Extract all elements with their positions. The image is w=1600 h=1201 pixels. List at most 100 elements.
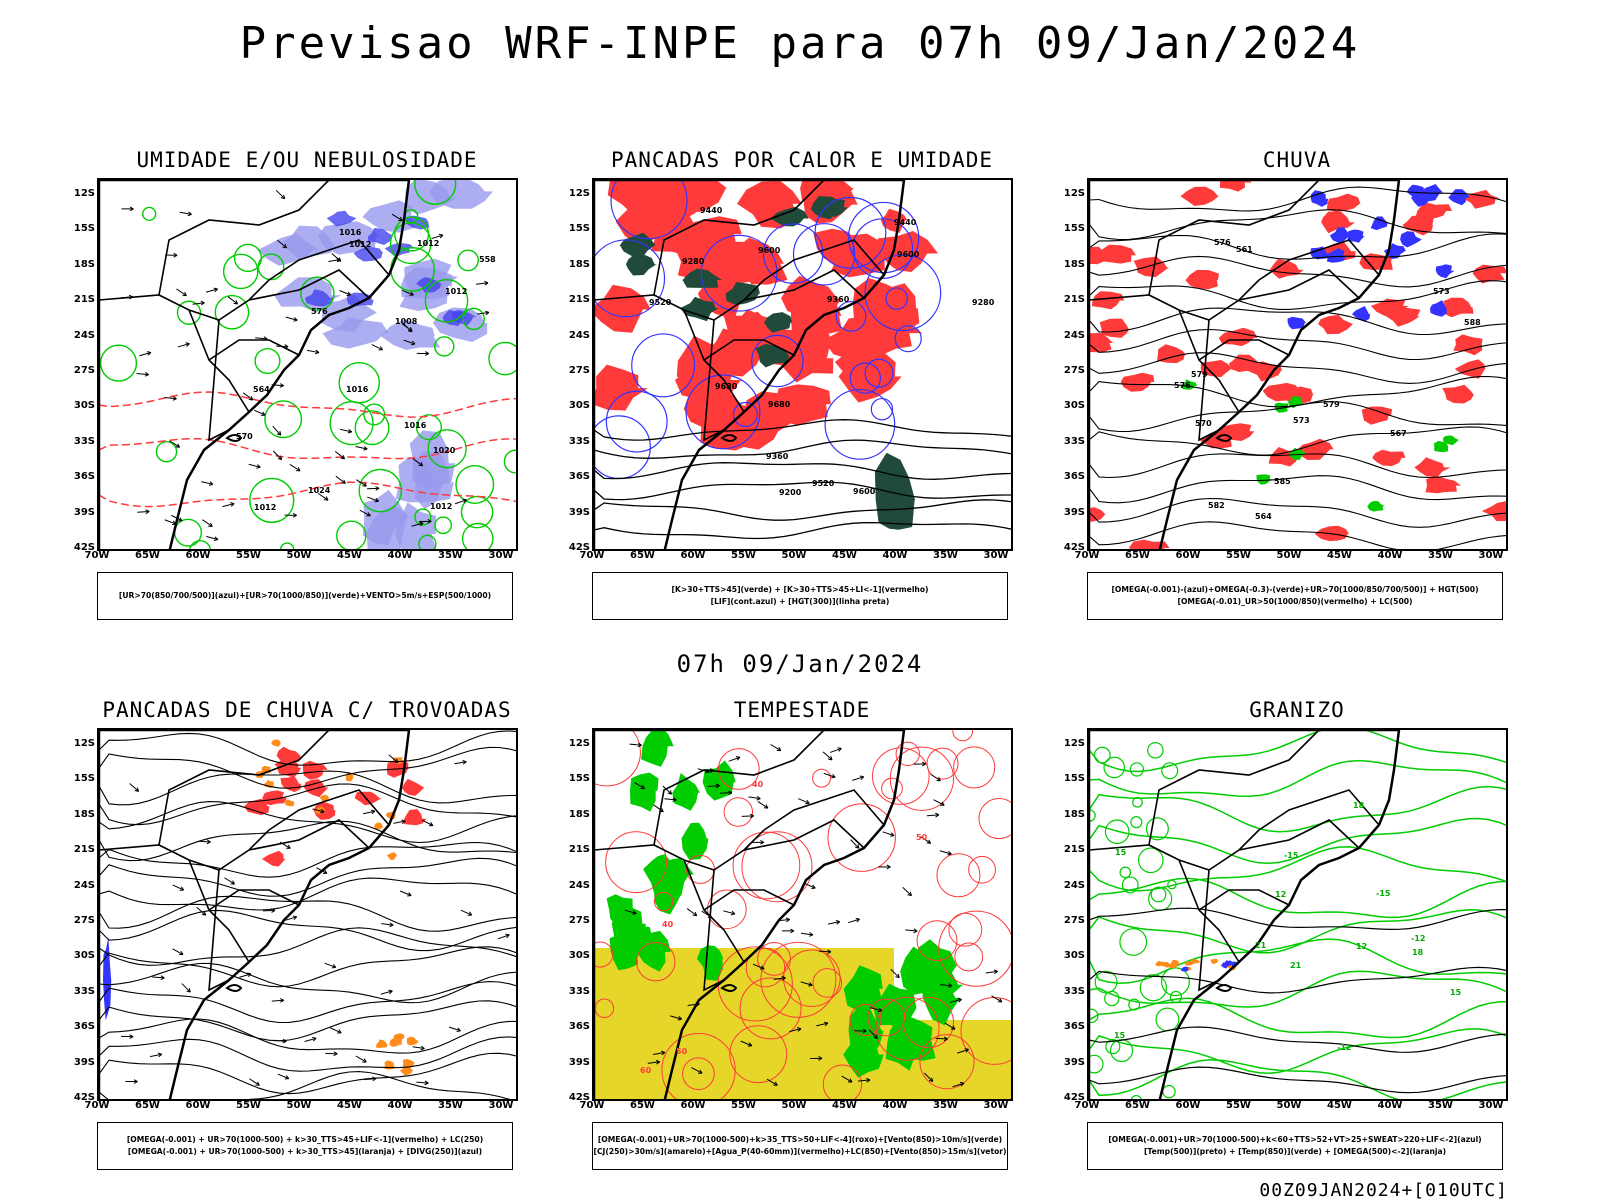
border-line [209, 340, 299, 360]
lat-tick-label: 27S [67, 915, 95, 926]
lon-tick-label: 65W [1118, 1100, 1158, 1111]
contour-label: 15 [1114, 1031, 1126, 1040]
lat-tick-label: 15S [562, 223, 590, 234]
water-vapour-contour [708, 890, 747, 929]
water-vapour-contour [955, 943, 983, 971]
wind-vector [903, 887, 912, 895]
wind-850-area [703, 761, 736, 801]
rain-area [1186, 270, 1220, 289]
lon-tick-label: 40W [1370, 1100, 1410, 1111]
streamline [99, 843, 518, 878]
border-line [1199, 870, 1219, 990]
contour-label: 9440 [894, 218, 917, 227]
legend-line: [CJ(250)>30m/s](amarelo)+[Agua_P(40-60mm… [593, 1146, 1007, 1158]
contour-label: 9280 [682, 257, 705, 266]
lat-tick-label: 39S [1057, 1057, 1085, 1068]
lat-tick-label: 15S [67, 773, 95, 784]
contour-label: 15 [1450, 988, 1462, 997]
contour-label: -15 [1376, 889, 1391, 898]
contour-label: 9680 [715, 382, 738, 391]
contour-label: 9360 [827, 295, 850, 304]
lon-tick-label: 45W [330, 1100, 370, 1111]
lon-tick-label: 50W [279, 1100, 319, 1111]
lat-tick-label: 33S [562, 436, 590, 447]
lat-tick-label: 12S [67, 188, 95, 199]
lon-tick-label: 30W [481, 550, 521, 561]
contour-label: 576 [311, 307, 328, 316]
rain-area [1425, 475, 1461, 493]
lon-tick-label: 65W [1118, 550, 1158, 561]
lon-tick-label: 35W [926, 1100, 966, 1111]
lat-tick-label: 24S [67, 330, 95, 341]
lon-tick-label: 50W [774, 1100, 814, 1111]
lon-tick-label: 70W [572, 1100, 612, 1111]
contour-label: 9520 [812, 479, 835, 488]
contour-label: 18 [1412, 948, 1424, 957]
hgt-500-line [1089, 499, 1508, 528]
hgt-500-line [1089, 210, 1508, 240]
lat-tick-label: 33S [67, 986, 95, 997]
thunder-core [376, 1040, 388, 1049]
panel-title-granizo: GRANIZO [1087, 698, 1507, 722]
contour-label: -12 [1337, 1043, 1351, 1052]
border-line [209, 320, 229, 440]
humidity-contour [143, 207, 156, 220]
humidity-contour [337, 521, 366, 550]
humidity-contour [456, 466, 494, 504]
lon-tick-label: 35W [431, 1100, 471, 1111]
lon-tick-label: 50W [774, 550, 814, 561]
temp-850-contour [1133, 798, 1143, 808]
contour-label: 579 [1191, 370, 1208, 379]
temp-850-contour [1131, 817, 1142, 828]
lon-tick-label: 60W [178, 550, 218, 561]
temp-500-line [1089, 967, 1508, 993]
lat-tick-label: 36S [1057, 1021, 1085, 1032]
thunder-core [285, 799, 295, 807]
rain-area [1372, 450, 1405, 466]
omega-area [1400, 231, 1422, 247]
lon-tick-label: 70W [1067, 1100, 1107, 1111]
convective-area [594, 365, 648, 411]
lon-tick-label: 70W [77, 1100, 117, 1111]
lif-contour [594, 416, 650, 479]
lat-tick-label: 21S [562, 844, 590, 855]
lat-tick-label: 30S [67, 950, 95, 961]
lon-tick-label: 60W [673, 550, 713, 561]
contour-label: 50 [676, 1047, 688, 1056]
lat-tick-label: 24S [562, 330, 590, 341]
lon-tick-label: 70W [572, 550, 612, 561]
lon-tick-label: 65W [623, 1100, 663, 1111]
page-title: Previsao WRF-INPE para 07h 09/Jan/2024 [0, 18, 1600, 69]
lon-tick-label: 70W [77, 550, 117, 561]
streamline [99, 947, 518, 987]
rain-area [1134, 257, 1169, 278]
lon-tick-label: 55W [229, 1100, 269, 1111]
temp-850-contour [1120, 929, 1147, 956]
lat-tick-label: 27S [1057, 915, 1085, 926]
omega-500-area [1211, 958, 1219, 964]
lat-tick-label: 36S [562, 471, 590, 482]
streamline-arrow [130, 783, 139, 791]
lon-tick-label: 60W [178, 1100, 218, 1111]
lon-tick-label: 65W [623, 550, 663, 561]
contour-label: 9600 [897, 250, 920, 259]
humidity-contour [489, 342, 518, 374]
lon-tick-label: 35W [431, 550, 471, 561]
lat-tick-label: 21S [1057, 294, 1085, 305]
lat-tick-label: 33S [1057, 436, 1085, 447]
wind-vector [273, 451, 281, 460]
map-pancadas-trovoadas [97, 728, 518, 1101]
lon-tick-label: 30W [1471, 1100, 1511, 1111]
humidity-contour [156, 442, 176, 462]
hgt-300-line [594, 482, 1013, 499]
border-line [704, 890, 794, 910]
lon-tick-label: 35W [1421, 1100, 1461, 1111]
mid-date-label: 07h 09/Jan/2024 [0, 650, 1600, 678]
contour-label: 567 [1390, 429, 1407, 438]
lat-tick-label: 36S [67, 471, 95, 482]
contour-label: 18 [1353, 801, 1365, 810]
lon-tick-label: 45W [1320, 1100, 1360, 1111]
omega-strong-area [1367, 501, 1385, 512]
lon-tick-label: 35W [926, 550, 966, 561]
streamline [99, 1019, 518, 1053]
